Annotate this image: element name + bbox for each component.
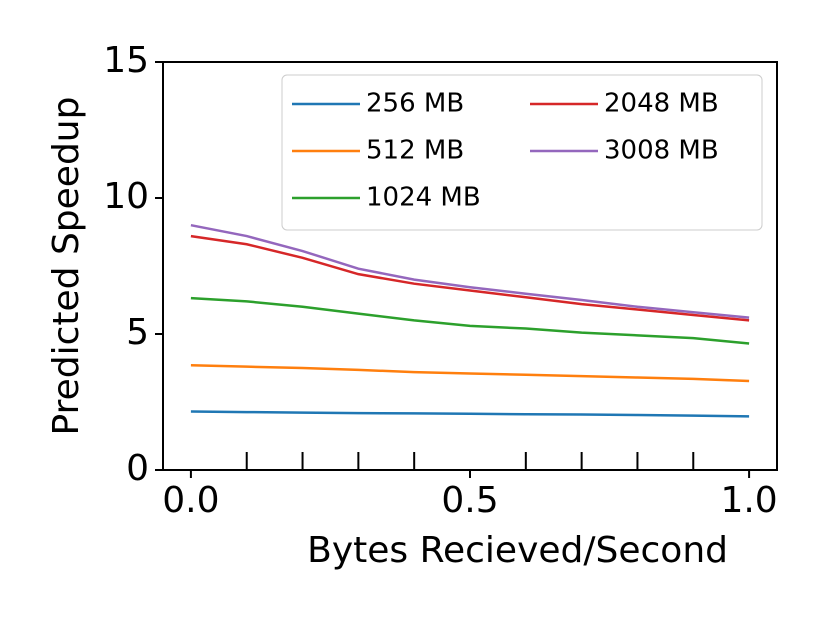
line-series: [190, 296, 750, 345]
x-tick-label: 0.0: [162, 480, 219, 521]
plot-frame: [162, 61, 778, 471]
y-tick-label: 10: [103, 176, 149, 217]
legend-label: 512 MB: [366, 136, 464, 166]
legend-label: 1024 MB: [366, 183, 481, 213]
y-tick-label: 15: [103, 40, 149, 81]
line-series: [190, 223, 750, 319]
y-axis-label: Predicted Speedup: [46, 97, 87, 436]
legend-box: [281, 74, 763, 231]
y-tick-label: 0: [126, 448, 149, 489]
line-series: [190, 234, 750, 322]
x-tick-label: 1.0: [720, 480, 777, 521]
y-tick-label: 5: [126, 312, 149, 353]
legend-label: 256 MB: [366, 89, 464, 119]
x-axis-label: Bytes Recieved/Second: [307, 530, 728, 571]
x-tick-label: 0.5: [441, 480, 498, 521]
legend-label: 3008 MB: [604, 136, 719, 166]
line-series: [190, 410, 750, 418]
line-series: [190, 364, 750, 383]
legend-label: 2048 MB: [604, 89, 719, 119]
